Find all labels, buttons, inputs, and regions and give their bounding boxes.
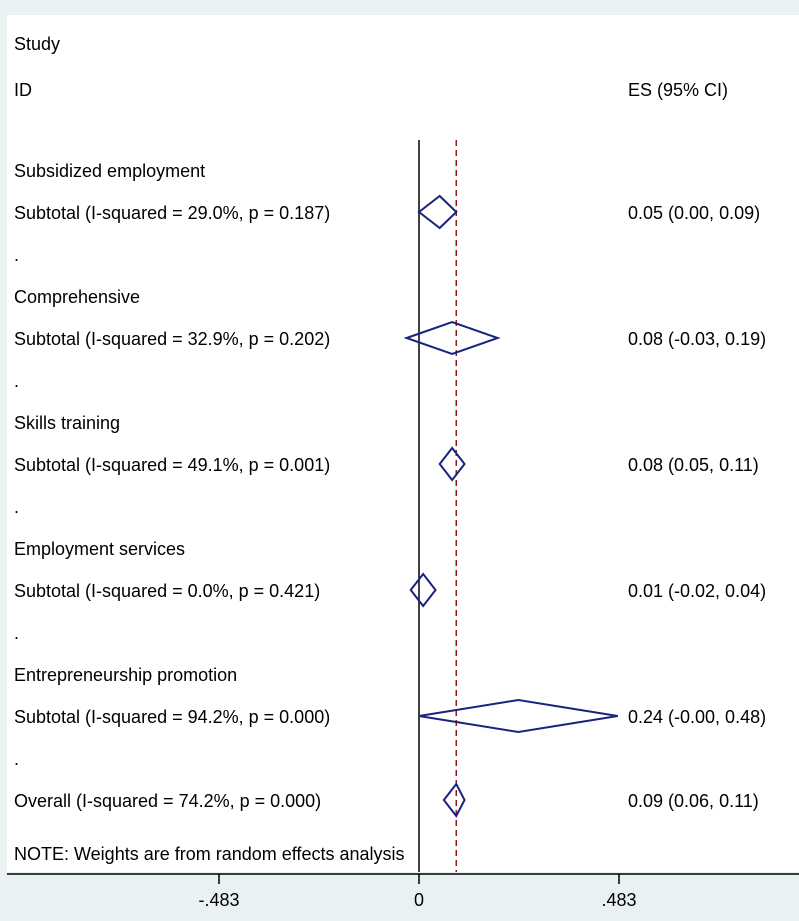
row-label-7: Subtotal (I-squared = 49.1%, p = 0.001) (14, 455, 330, 475)
es-text-15: 0.09 (0.06, 0.11) (628, 791, 759, 811)
es-text-7: 0.08 (0.05, 0.11) (628, 455, 759, 475)
es-text-13: 0.24 (-0.00, 0.48) (628, 707, 766, 727)
row-label-13: Subtotal (I-squared = 94.2%, p = 0.000) (14, 707, 330, 727)
row-label-14: . (14, 749, 19, 769)
x-tick-label-0: -.483 (198, 890, 239, 910)
header-es-label: ES (95% CI) (628, 80, 728, 100)
plot-panel (7, 15, 799, 872)
es-text-10: 0.01 (-0.02, 0.04) (628, 581, 766, 601)
row-label-2: . (14, 245, 19, 265)
rows-group: Subsidized employment Subtotal (I-squared… (14, 161, 766, 818)
row-label-4: Subtotal (I-squared = 32.9%, p = 0.202) (14, 329, 330, 349)
row-label-11: . (14, 623, 19, 643)
row-label-6: Skills training (14, 413, 120, 433)
row-label-9: Employment services (14, 539, 185, 559)
row-label-0: Subsidized employment (14, 161, 205, 181)
x-tick-label-2: .483 (601, 890, 636, 910)
row-label-15: Overall (I-squared = 74.2%, p = 0.000) (14, 791, 321, 811)
diamond-4 (403, 320, 501, 356)
x-tick-label-1: 0 (414, 890, 424, 910)
diamond-10 (409, 572, 437, 608)
diamond-13 (418, 698, 618, 734)
x-axis-ticks: -.483 0 .483 (198, 874, 637, 910)
es-text-4: 0.08 (-0.03, 0.19) (628, 329, 766, 349)
row-label-8: . (14, 497, 19, 517)
row-label-12: Entrepreneurship promotion (14, 665, 237, 685)
note-text: NOTE: Weights are from random effects an… (14, 844, 404, 864)
diamond-15 (442, 782, 466, 818)
row-label-5: . (14, 371, 19, 391)
row-label-3: Comprehensive (14, 287, 140, 307)
header-id-label: ID (14, 80, 32, 100)
es-text-1: 0.05 (0.00, 0.09) (628, 203, 760, 223)
row-label-1: Subtotal (I-squared = 29.0%, p = 0.187) (14, 203, 330, 223)
diamond-1 (417, 194, 458, 230)
row-label-10: Subtotal (I-squared = 0.0%, p = 0.421) (14, 581, 320, 601)
header-study-label: Study (14, 34, 60, 54)
diamond-7 (438, 446, 466, 482)
